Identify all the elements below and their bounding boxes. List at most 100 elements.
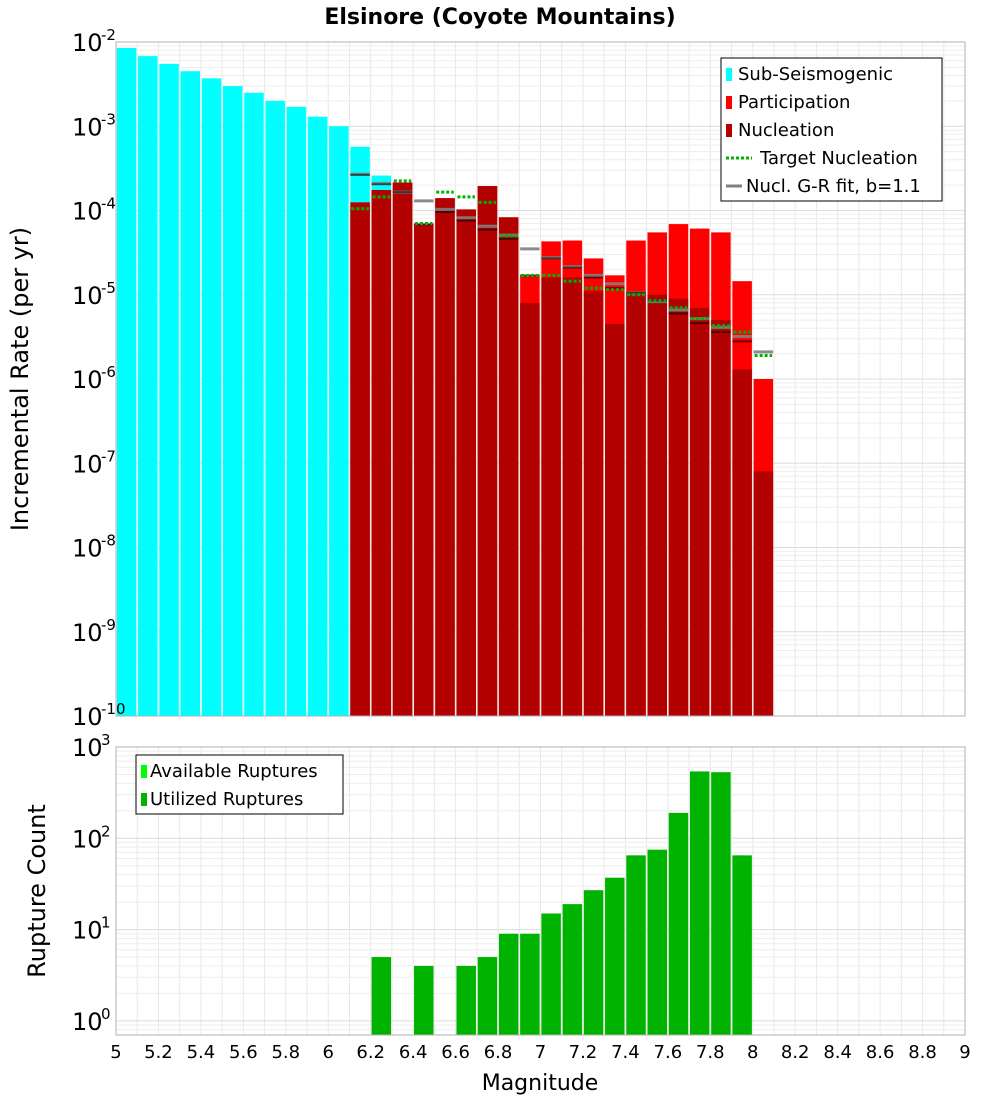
bottom-plot-frame [115, 746, 966, 1036]
nucleation-bar [350, 202, 370, 716]
y-tick-label: 103 [72, 731, 111, 762]
legend-label: Nucleation [738, 120, 834, 141]
legend-item: Participation [726, 92, 850, 113]
utilized-rupture-bar [477, 957, 498, 1035]
legend-swatch [141, 793, 147, 806]
legend-item: Target Nucleation [726, 148, 918, 169]
top-y-ticks: 10-210-310-410-510-610-710-810-910-10 [72, 26, 126, 731]
y-tick-exponent: -2 [101, 26, 116, 44]
x-tick-label: 5.6 [229, 1042, 258, 1063]
nucleation-bar [647, 294, 667, 716]
sub-seismogenic-bar [244, 92, 264, 716]
x-tick-label: 6.6 [441, 1042, 470, 1063]
x-tick-label: 7.4 [611, 1042, 640, 1063]
utilized-rupture-bar [605, 877, 625, 1035]
y-tick-label: 10-8 [72, 532, 116, 563]
x-tick-label: 8.8 [908, 1042, 937, 1063]
x-tick-label: 7.6 [654, 1042, 683, 1063]
y-tick-exponent: -5 [101, 279, 116, 297]
x-tick-label: 5.4 [187, 1042, 216, 1063]
top-y-axis-label: Incremental Rate (per yr) [6, 227, 34, 531]
nucleation-bar [711, 320, 731, 716]
sub-seismogenic-bar [307, 116, 328, 717]
legend-item: Nucl. G-R fit, b=1.1 [726, 176, 921, 197]
x-tick-label: 9 [959, 1042, 970, 1063]
y-tick-base: 10 [72, 535, 103, 563]
x-tick-label: 7 [535, 1042, 546, 1063]
x-tick-label: 8.2 [781, 1042, 810, 1063]
legend-label: Target Nucleation [759, 148, 918, 169]
nucleation-bar [414, 224, 434, 716]
legend-swatch [141, 765, 147, 778]
nucleation-bar [541, 277, 561, 716]
utilized-rupture-bar [689, 771, 710, 1035]
y-tick-label: 102 [72, 822, 111, 853]
legend-item: Nucleation [726, 120, 834, 141]
x-tick-label: 6.4 [399, 1042, 428, 1063]
utilized-rupture-bar [414, 965, 434, 1035]
y-tick-label: 10-9 [72, 616, 116, 647]
x-tick-label: 6.8 [484, 1042, 513, 1063]
y-tick-exponent: -3 [101, 110, 116, 128]
legend-item: Sub-Seismogenic [726, 64, 893, 85]
y-tick-exponent: 3 [101, 731, 111, 749]
nucleation-bar [605, 323, 625, 716]
utilized-rupture-bar [562, 904, 583, 1035]
y-tick-exponent: -10 [101, 700, 126, 718]
nucleation-bar [456, 209, 476, 716]
nucleation-bar [562, 277, 583, 716]
y-tick-label: 10-2 [72, 26, 116, 57]
x-tick-label: 8.6 [866, 1042, 895, 1063]
utilized-rupture-bar [583, 890, 604, 1035]
sub-seismogenic-bar [222, 86, 243, 716]
nucleation-bar [753, 471, 774, 716]
y-tick-label: 10-10 [72, 700, 126, 731]
nucleation-bar [689, 307, 710, 716]
x-tick-label: 5.8 [271, 1042, 300, 1063]
y-tick-exponent: -4 [101, 195, 116, 213]
sub-seismogenic-bar [138, 56, 158, 716]
nucleation-bar [392, 182, 413, 716]
bottom-y-axis-label: Rupture Count [23, 804, 51, 978]
x-tick-label: 8 [747, 1042, 758, 1063]
nucleation-bar [371, 190, 392, 716]
top-plot-frame [115, 41, 966, 717]
legend-label: Participation [738, 92, 850, 113]
legend-item: Utilized Ruptures [141, 789, 303, 810]
x-tick-label: 5.2 [144, 1042, 173, 1063]
x-tick-label: 7.2 [569, 1042, 598, 1063]
y-tick-exponent: -7 [101, 447, 116, 465]
nucleation-bar [435, 198, 455, 716]
nucleation-bar [477, 186, 498, 717]
y-tick-base: 10 [72, 198, 103, 226]
bottom-legend: Available Ruptures Utilized Ruptures [135, 754, 344, 815]
sub-seismogenic-bar [286, 106, 307, 717]
sub-seismogenic-bar [180, 71, 201, 716]
y-tick-exponent: -6 [101, 363, 116, 381]
y-tick-base: 10 [72, 113, 103, 141]
top-legend: Sub-Seismogenic Participation Nucleation Ta… [720, 57, 943, 202]
y-tick-base: 10 [72, 450, 103, 478]
y-tick-exponent: 2 [101, 822, 111, 840]
nucleation-bar [668, 298, 689, 716]
y-tick-base: 10 [72, 1008, 103, 1036]
y-tick-label: 100 [72, 1005, 111, 1036]
y-tick-label: 10-7 [72, 447, 116, 478]
y-tick-base: 10 [72, 917, 103, 945]
nucleation-bar [583, 291, 604, 716]
x-tick-label: 5 [110, 1042, 121, 1063]
legend-swatch [726, 96, 732, 109]
nucleation-bar [520, 302, 540, 716]
utilized-rupture-bar [520, 933, 540, 1035]
y-tick-base: 10 [72, 619, 103, 647]
chart-title: Elsinore (Coyote Mountains) [324, 5, 675, 30]
utilized-rupture-bar [456, 965, 476, 1035]
y-tick-label: 101 [72, 914, 111, 945]
legend-swatch [726, 68, 732, 81]
y-tick-base: 10 [72, 734, 103, 762]
nucleation-bar [498, 217, 519, 716]
y-tick-label: 10-5 [72, 279, 116, 310]
x-tick-label: 7.8 [696, 1042, 725, 1063]
nucleation-bar [626, 291, 646, 716]
legend-swatch [726, 124, 732, 137]
